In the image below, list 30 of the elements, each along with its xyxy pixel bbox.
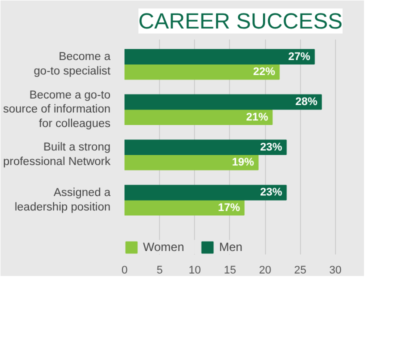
bar — [124, 154, 259, 170]
y-tick-label: Assigned a leadership position — [14, 186, 112, 214]
data-label: 27% — [288, 50, 311, 63]
x-tick-label: 25 — [294, 264, 306, 276]
x-tick-label: 15 — [224, 264, 236, 276]
bar — [124, 64, 280, 80]
legend-label: Women — [143, 240, 184, 254]
data-label: 19% — [232, 156, 254, 169]
data-label: 22% — [253, 66, 276, 78]
bar — [124, 184, 287, 200]
chart-title: CAREER SUCCESS — [138, 8, 343, 34]
x-tick-label: 20 — [258, 264, 272, 276]
y-tick-label: Become a go-to specialist — [34, 51, 112, 78]
x-tick-label: 30 — [329, 264, 342, 276]
bar — [124, 140, 287, 156]
x-tick-label: 5 — [156, 264, 163, 276]
bar — [124, 94, 322, 110]
x-tick-label: 10 — [188, 264, 201, 276]
data-label: 23% — [260, 186, 282, 199]
data-label: 21% — [246, 111, 268, 124]
bar — [124, 49, 315, 65]
data-label: 23% — [260, 141, 282, 154]
x-tick-label: 0 — [121, 264, 128, 276]
data-label: 28% — [295, 96, 318, 108]
bar — [124, 200, 245, 216]
data-label: 17% — [218, 202, 240, 214]
legend-label: Men — [219, 240, 242, 254]
bar — [124, 110, 273, 126]
y-tick-label: Become a go-to source of information for colleagues — [3, 89, 111, 130]
y-tick-label: Built a strong professional Network — [3, 142, 111, 168]
